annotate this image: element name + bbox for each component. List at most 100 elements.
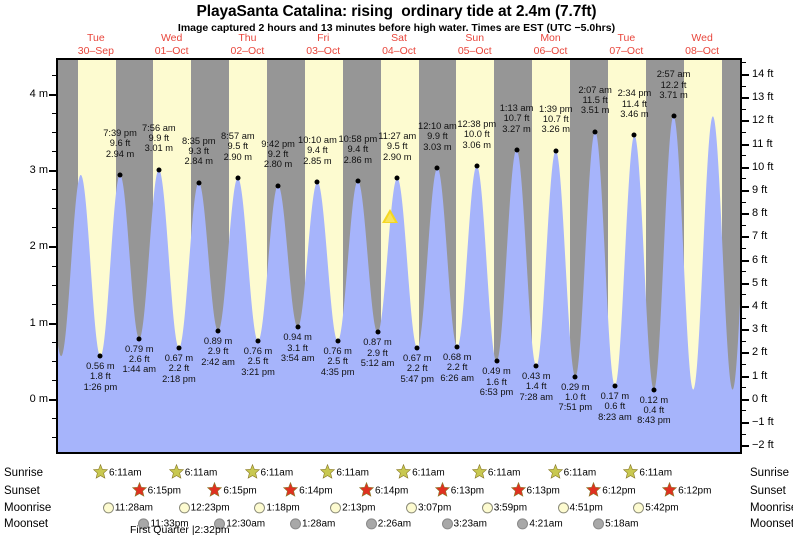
- tide-low-label: 0.67 m 2.2 ft 2:18 pm: [162, 353, 196, 384]
- astro-row-label-sunrise-r: Sunrise: [750, 467, 789, 479]
- day-header-6: Mon 06–Oct: [513, 32, 589, 58]
- y-tick-right: [742, 62, 746, 64]
- tide-high-point: [235, 175, 241, 181]
- tide-high-point: [156, 167, 162, 173]
- tide-label-line-0: 0.76 m: [323, 345, 352, 356]
- tide-label-line-0: 0.29 m: [561, 381, 590, 392]
- tide-label-line-0: 7:56 am: [142, 122, 176, 133]
- y-tick-right: [742, 445, 749, 448]
- tide-label-line-2: 2.90 m: [383, 151, 412, 162]
- tide-label-line-2: 3.01 m: [144, 143, 174, 154]
- y-tick-left: [49, 170, 56, 173]
- astro-sunrise-time: 6:11am: [336, 467, 369, 479]
- y-tick-label-right: 0 ft: [752, 392, 768, 405]
- sunset-star-icon: [283, 481, 299, 500]
- y-tick-right: [742, 166, 749, 169]
- day-of-week: Wed: [691, 32, 713, 44]
- tide-low-point: [414, 345, 420, 351]
- tide-label-line-0: 12:10 am: [418, 121, 457, 132]
- y-tick-left: [52, 189, 56, 191]
- astro-moonrise-time: 11:28am: [114, 502, 154, 514]
- tide-label-line-1: 11.5 ft: [582, 94, 608, 105]
- tide-label-line-0: 1:39 pm: [538, 103, 573, 114]
- day-date: 30–Sep: [77, 45, 114, 57]
- sunrise-star-icon: [320, 463, 336, 482]
- tide-low-point: [612, 383, 618, 389]
- y-tick-label-right: 10 ft: [752, 160, 774, 173]
- y-tick-right: [742, 305, 749, 308]
- tide-low-point: [295, 324, 301, 330]
- astro-sunset-entry: 6:15pm: [131, 481, 181, 500]
- astro-sunset-time: 6:12pm: [678, 485, 712, 497]
- y-tick-right: [742, 375, 749, 378]
- tide-high-point: [671, 113, 677, 119]
- day-date: 05–Oct: [457, 45, 492, 57]
- day-of-week: Sat: [391, 32, 407, 44]
- day-header-2: Thu 02–Oct: [210, 32, 286, 58]
- tide-label-line-1: 2.5 ft: [247, 356, 269, 367]
- astro-sunset-entry: 6:14pm: [283, 481, 333, 500]
- sunrise-star-icon: [395, 463, 412, 482]
- tide-label-line-1: 9.4 ft: [307, 145, 328, 156]
- tide-label-line-2: 2.85 m: [303, 155, 332, 166]
- day-header-4: Sat 04–Oct: [361, 32, 437, 58]
- tide-label-line-0: 1:13 am: [499, 102, 534, 113]
- tide-low-label: 0.43 m 1.4 ft 7:28 am: [519, 371, 553, 402]
- y-tick-label-right: 9 ft: [752, 183, 768, 196]
- day-of-week: Tue: [617, 32, 636, 44]
- tide-low-point: [494, 358, 499, 364]
- y-tick-label-right: 13 ft: [752, 91, 774, 104]
- moonrise-circle-icon: [405, 502, 417, 514]
- tide-high-point: [394, 175, 400, 181]
- astro-sunrise-time: 6:11am: [108, 467, 142, 479]
- y-tick-left: [52, 132, 56, 134]
- astro-moonrise-time: 3:59pm: [493, 502, 528, 514]
- astro-row-label-sunrise-l: Sunrise: [4, 467, 43, 479]
- tide-label-line-1: 9.6 ft: [109, 138, 131, 149]
- y-tick-left: [49, 398, 56, 401]
- y-tick-right: [742, 120, 749, 123]
- moonset-circle-icon: [214, 518, 226, 530]
- tide-label-line-1: 9.3 ft: [188, 145, 210, 156]
- moonrise-circle-icon: [102, 502, 114, 514]
- moonrise-circle-icon: [178, 502, 190, 514]
- y-tick-right: [742, 97, 749, 100]
- tide-label-line-2: 2.94 m: [105, 148, 135, 159]
- astro-moonset-entry: 3:23am: [441, 518, 487, 530]
- y-tick-label-right: 6 ft: [752, 253, 768, 266]
- y-tick-label-left: 2 m: [29, 240, 48, 253]
- tide-low-point: [176, 345, 182, 351]
- sunrise-star-icon: [244, 463, 260, 482]
- tide-label-line-2: 2:18 pm: [162, 373, 196, 384]
- y-tick-label-right: 8 ft: [752, 207, 768, 220]
- tide-label-line-1: 9.5 ft: [227, 141, 249, 152]
- astro-moonset-time: 11:33pm: [150, 518, 189, 530]
- moonrise-circle-icon: [557, 502, 569, 514]
- moonrise-circle-icon: [633, 502, 645, 514]
- tide-high-label: 10:10 am 9.4 ft 2.85 m: [298, 135, 337, 166]
- astro-sunrise-time: 6:11am: [412, 467, 445, 479]
- tide-label-line-1: 10.7 ft: [542, 113, 569, 124]
- y-tick-right: [742, 340, 746, 342]
- moonrise-circle-icon: [481, 502, 493, 514]
- tide-low-label: 0.67 m 2.2 ft 5:47 pm: [400, 353, 434, 384]
- triangle-marker-icon: [382, 209, 399, 224]
- tide-label-line-1: 1.4 ft: [525, 381, 547, 392]
- tide-label-line-1: 2.2 ft: [168, 363, 190, 374]
- day-header-7: Tue 07–Oct: [588, 32, 664, 58]
- tide-label-line-0: 0.79 m: [125, 343, 154, 354]
- y-tick-right: [742, 363, 746, 365]
- tide-label-line-1: 3.1 ft: [287, 342, 308, 353]
- tide-label-line-0: 0.67 m: [403, 352, 432, 363]
- moonset-circle-icon: [290, 518, 301, 530]
- tide-label-line-1: 2.9 ft: [367, 347, 388, 358]
- tide-label-line-2: 3.03 m: [423, 141, 452, 152]
- moonset-circle-icon: [517, 518, 529, 530]
- tide-label-line-1: 2.9 ft: [207, 346, 229, 357]
- tide-high-label: 1:39 pm 10.7 ft 3.26 m: [539, 104, 573, 135]
- tide-low-label: 0.17 m 0.6 ft 8:23 am: [598, 391, 632, 422]
- day-date: 01–Oct: [154, 45, 189, 57]
- moonset-circle-icon: [441, 518, 453, 530]
- tide-high-label: 12:10 am 9.9 ft 3.03 m: [418, 121, 457, 152]
- astro-sunrise-time: 6:11am: [563, 467, 597, 479]
